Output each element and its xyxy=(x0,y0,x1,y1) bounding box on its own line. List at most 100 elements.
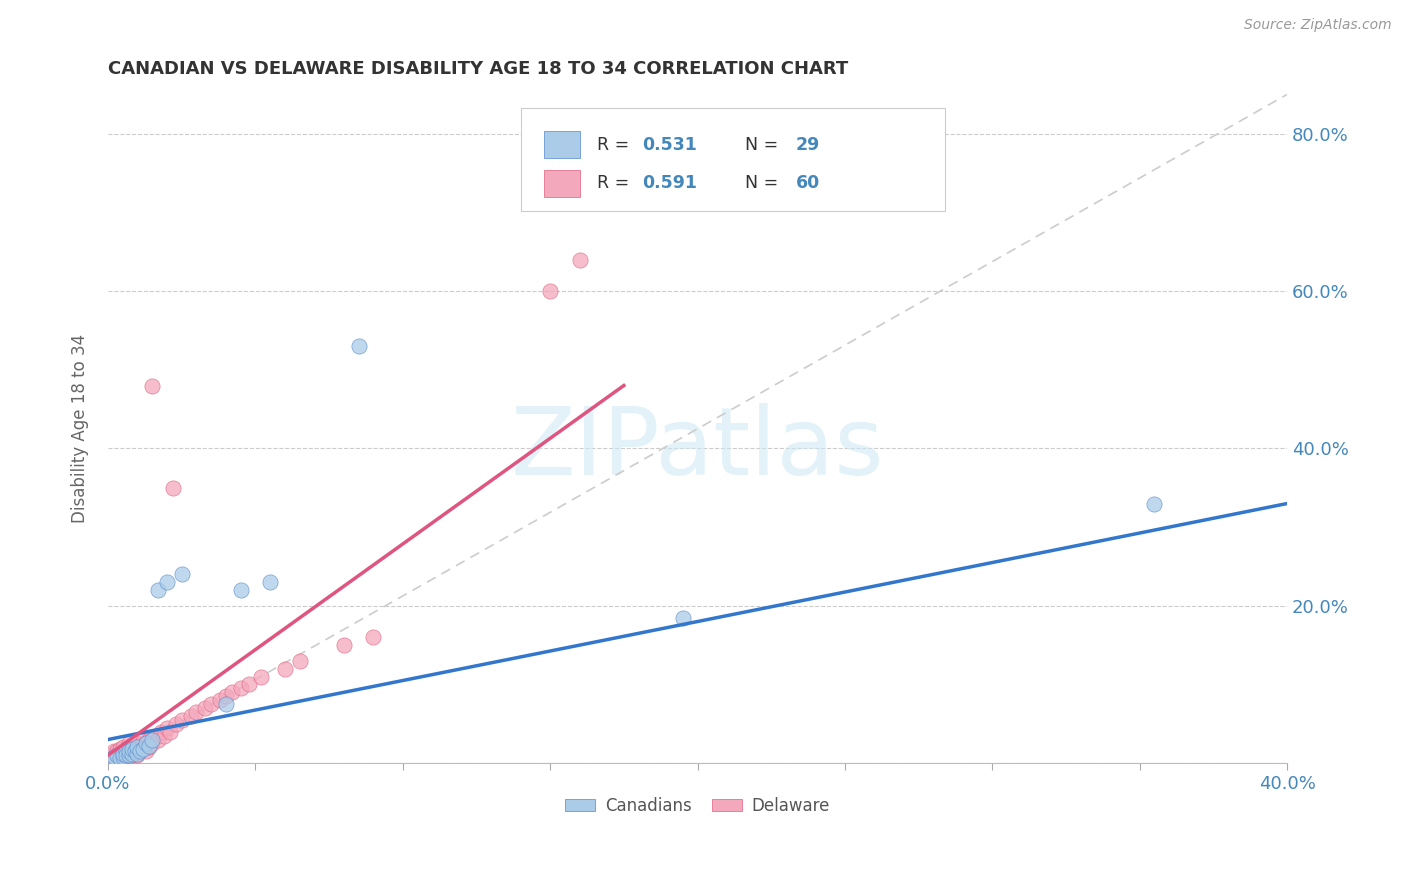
Point xyxy=(135,736,157,750)
Point xyxy=(162,481,184,495)
Point xyxy=(100,748,122,763)
Point xyxy=(103,749,125,764)
Point xyxy=(165,716,187,731)
Point xyxy=(114,748,136,763)
Point xyxy=(159,724,181,739)
Point xyxy=(229,681,252,696)
Text: 0.591: 0.591 xyxy=(643,174,697,193)
Point xyxy=(105,748,128,763)
Point xyxy=(124,744,146,758)
Point xyxy=(1143,496,1166,510)
Point xyxy=(135,736,157,750)
Point xyxy=(108,742,131,756)
Point xyxy=(143,729,166,743)
Point xyxy=(132,734,155,748)
Text: CANADIAN VS DELAWARE DISABILITY AGE 18 TO 34 CORRELATION CHART: CANADIAN VS DELAWARE DISABILITY AGE 18 T… xyxy=(108,60,848,78)
Point xyxy=(117,747,139,761)
Point xyxy=(141,732,163,747)
Point xyxy=(200,697,222,711)
Point xyxy=(361,630,384,644)
Point xyxy=(127,742,149,756)
Point xyxy=(156,721,179,735)
Point xyxy=(127,736,149,750)
FancyBboxPatch shape xyxy=(520,108,945,211)
Text: R =: R = xyxy=(598,174,636,193)
Point xyxy=(132,742,155,756)
Point xyxy=(111,747,134,761)
Text: N =: N = xyxy=(745,136,783,153)
Point xyxy=(538,284,561,298)
Point xyxy=(156,575,179,590)
Text: 29: 29 xyxy=(796,136,820,153)
Point xyxy=(124,736,146,750)
Point xyxy=(111,749,134,764)
Point xyxy=(146,582,169,597)
Legend: Canadians, Delaware: Canadians, Delaware xyxy=(558,790,837,822)
Point xyxy=(170,567,193,582)
Point xyxy=(138,739,160,753)
Point xyxy=(129,743,152,757)
Point xyxy=(180,709,202,723)
Point xyxy=(111,747,134,761)
Point xyxy=(129,744,152,758)
Point xyxy=(121,742,143,756)
Point xyxy=(141,378,163,392)
Point xyxy=(111,740,134,755)
Point xyxy=(141,736,163,750)
Point xyxy=(129,739,152,753)
Point xyxy=(108,748,131,763)
Point xyxy=(150,724,173,739)
Point xyxy=(146,732,169,747)
Point xyxy=(121,744,143,758)
Point xyxy=(103,749,125,764)
Text: N =: N = xyxy=(745,174,783,193)
Point xyxy=(186,705,208,719)
Point xyxy=(114,744,136,758)
Point xyxy=(138,732,160,747)
Text: R =: R = xyxy=(598,136,636,153)
Point xyxy=(194,701,217,715)
Point xyxy=(117,748,139,763)
Point xyxy=(117,736,139,750)
Point xyxy=(127,748,149,763)
Point xyxy=(121,747,143,761)
Point xyxy=(108,751,131,765)
Point xyxy=(103,744,125,758)
Point xyxy=(114,744,136,758)
Point xyxy=(111,749,134,764)
Point xyxy=(105,752,128,766)
Point xyxy=(672,610,695,624)
Point xyxy=(117,744,139,758)
Bar xyxy=(544,131,579,158)
Y-axis label: Disability Age 18 to 34: Disability Age 18 to 34 xyxy=(72,334,89,524)
Text: Source: ZipAtlas.com: Source: ZipAtlas.com xyxy=(1244,18,1392,32)
Point xyxy=(250,670,273,684)
Point xyxy=(127,740,149,755)
Point xyxy=(229,582,252,597)
Point xyxy=(132,740,155,755)
Point xyxy=(121,748,143,763)
Text: 0.531: 0.531 xyxy=(643,136,697,153)
Point xyxy=(127,747,149,761)
Point xyxy=(100,752,122,766)
Point xyxy=(121,740,143,755)
Point xyxy=(333,638,356,652)
Point xyxy=(105,748,128,763)
Point xyxy=(221,685,243,699)
Point xyxy=(124,747,146,761)
Point xyxy=(288,654,311,668)
Point xyxy=(100,752,122,766)
Point xyxy=(135,744,157,758)
Text: 60: 60 xyxy=(796,174,820,193)
Point xyxy=(274,662,297,676)
Point xyxy=(347,339,370,353)
Point xyxy=(208,693,231,707)
Point xyxy=(105,744,128,758)
Point xyxy=(259,575,281,590)
Point xyxy=(238,677,260,691)
Text: ZIPatlas: ZIPatlas xyxy=(510,403,884,495)
Point xyxy=(114,748,136,763)
Point xyxy=(568,252,591,267)
Point xyxy=(215,697,238,711)
Point xyxy=(117,742,139,756)
